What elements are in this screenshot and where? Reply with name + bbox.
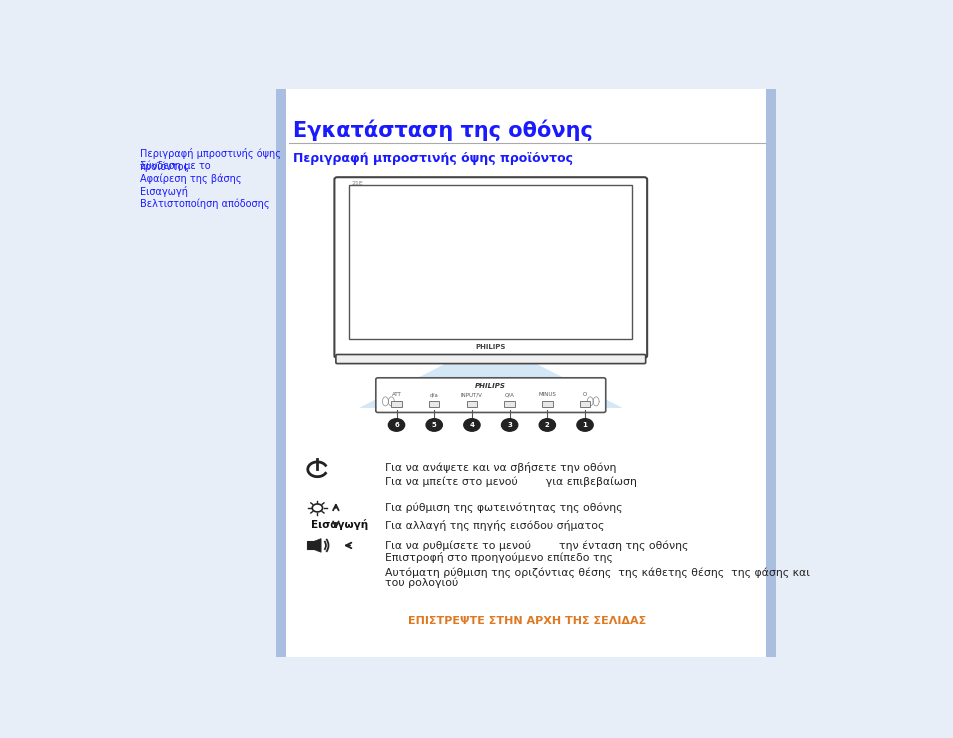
Text: ΕΠΙΣΤΡΕΨΤΕ ΣΤΗΝ ΑΡΧΗ ΤΗΣ ΣΕΛΙΔΑΣ: ΕΠΙΣΤΡΕΨΤΕ ΣΤΗΝ ΑΡΧΗ ΤΗΣ ΣΕΛΙΔΑΣ — [408, 615, 645, 626]
Bar — [504, 401, 515, 407]
Bar — [119, 89, 278, 657]
Text: Εισαγωγή: Εισαγωγή — [140, 186, 188, 197]
Text: Εγκατάσταση της οθόνης: Εγκατάσταση της οθόνης — [293, 120, 592, 141]
Text: Για αλλαγή της πηγής εισόδου σήματος: Για αλλαγή της πηγής εισόδου σήματος — [385, 520, 604, 531]
Text: Βελτιστοποίηση απόδοσης: Βελτιστοποίηση απόδοσης — [140, 199, 270, 209]
Text: PHILIPS: PHILIPS — [476, 344, 505, 350]
Polygon shape — [358, 362, 621, 408]
Text: 21E: 21E — [351, 182, 363, 186]
Bar — [391, 401, 401, 407]
Polygon shape — [314, 539, 321, 552]
Text: 4: 4 — [469, 422, 474, 428]
Text: ATT: ATT — [392, 392, 401, 397]
FancyBboxPatch shape — [335, 177, 646, 358]
Bar — [541, 401, 552, 407]
Text: Για να ανάψετε και να σβήσετε την οθόνη: Για να ανάψετε και να σβήσετε την οθόνη — [385, 463, 617, 474]
Bar — [275, 89, 285, 657]
Text: Αφαίρεση της βάσης: Αφαίρεση της βάσης — [140, 173, 241, 184]
Text: O/A: O/A — [504, 392, 514, 397]
Text: Για να μπείτε στο μενού        για επιβεβαίωση: Για να μπείτε στο μενού για επιβεβαίωση — [385, 476, 637, 486]
Bar — [767, 89, 858, 657]
Text: Αυτόματη ρύθμιση της οριζόντιας θέσης  της κάθετης θέσης  της φάσης και: Αυτόματη ρύθμιση της οριζόντιας θέσης τη… — [385, 567, 809, 578]
Bar — [765, 89, 775, 657]
Bar — [285, 89, 765, 657]
Text: Περιγραφή μπροστινής όψης
προϊόντος: Περιγραφή μπροστινής όψης προϊόντος — [140, 148, 280, 172]
Bar — [429, 401, 439, 407]
Circle shape — [501, 418, 517, 431]
FancyBboxPatch shape — [335, 354, 645, 364]
Text: O: O — [582, 392, 586, 397]
Text: 2: 2 — [544, 422, 549, 428]
Text: d/a: d/a — [429, 392, 438, 397]
Text: Σύνδεση με το: Σύνδεση με το — [140, 161, 211, 171]
Text: Εισαγωγή: Εισαγωγή — [311, 519, 368, 530]
Text: του ρολογιού: του ρολογιού — [385, 577, 458, 587]
Text: Για ρύθμιση της φωτεινότητας της οθόνης: Για ρύθμιση της φωτεινότητας της οθόνης — [385, 503, 622, 513]
Bar — [307, 542, 314, 549]
Text: PHILIPS: PHILIPS — [475, 384, 506, 390]
Circle shape — [463, 418, 479, 431]
Text: MINUS: MINUS — [537, 392, 556, 397]
Text: 5: 5 — [432, 422, 436, 428]
Text: Για να ρυθμίσετε το μενού        την ένταση της οθόνης: Για να ρυθμίσετε το μενού την ένταση της… — [385, 541, 688, 551]
Circle shape — [388, 418, 404, 431]
Text: 3: 3 — [507, 422, 512, 428]
Text: 6: 6 — [394, 422, 398, 428]
Circle shape — [577, 418, 593, 431]
Text: 1: 1 — [582, 422, 587, 428]
Bar — [349, 185, 632, 339]
Bar — [579, 401, 590, 407]
Bar — [466, 401, 476, 407]
FancyBboxPatch shape — [375, 378, 605, 413]
Circle shape — [538, 418, 555, 431]
Text: INPUT/V: INPUT/V — [460, 392, 482, 397]
Text: Περιγραφή μπροστινής όψης προϊόντος: Περιγραφή μπροστινής όψης προϊόντος — [293, 152, 573, 165]
Text: Επιστροφή στο προηγούμενο επίπεδο της: Επιστροφή στο προηγούμενο επίπεδο της — [385, 552, 613, 562]
Circle shape — [426, 418, 442, 431]
